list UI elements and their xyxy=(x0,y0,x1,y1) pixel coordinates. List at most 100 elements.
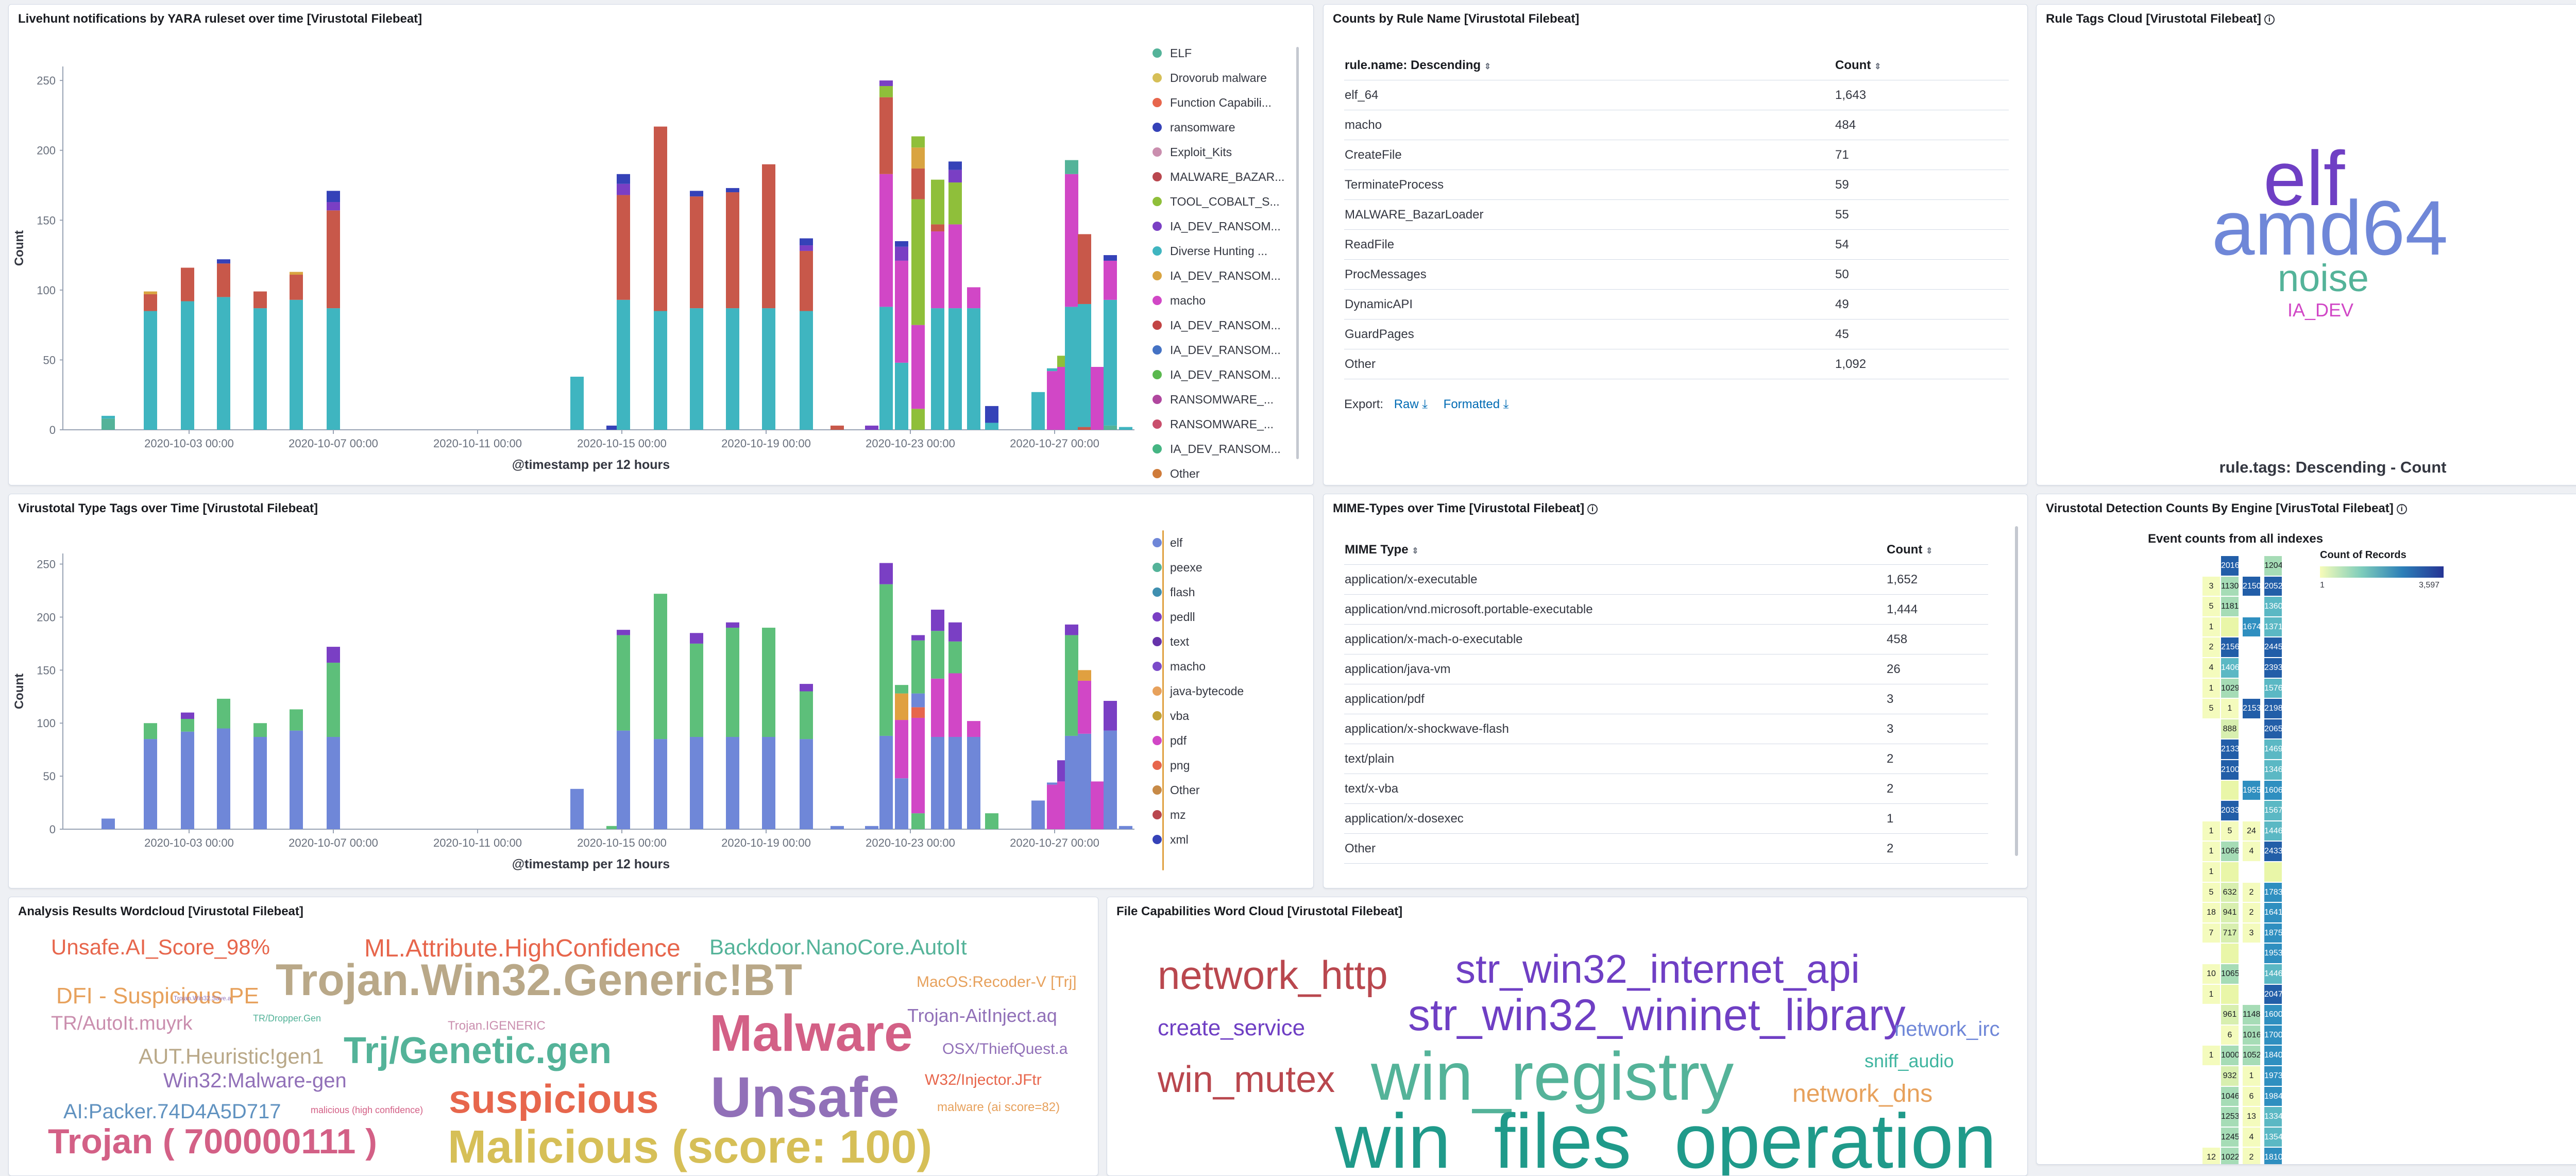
heatmap-cell[interactable]: 5 xyxy=(2221,821,2239,841)
cloud-word[interactable]: network_irc xyxy=(1894,1018,2000,1040)
heatmap-cell[interactable]: 1346 xyxy=(2264,760,2282,780)
bar-segment[interactable] xyxy=(726,308,739,430)
legend-item[interactable]: java-bytecode xyxy=(1153,679,1292,703)
legend-item[interactable]: ransomware xyxy=(1153,115,1292,140)
heatmap-cell[interactable]: 1 xyxy=(2202,1046,2220,1065)
legend-item[interactable]: elf xyxy=(1153,530,1292,555)
bar-segment[interactable] xyxy=(831,425,844,430)
bar-segment[interactable] xyxy=(726,628,739,737)
legend-item[interactable]: IA_DEV_RANSOM... xyxy=(1153,214,1292,239)
heatmap-cell[interactable]: 1700 xyxy=(2264,1025,2282,1045)
heatmap-cell[interactable]: 961 xyxy=(2221,1005,2239,1024)
legend-item[interactable]: text xyxy=(1153,629,1292,654)
heatmap-cell[interactable] xyxy=(2202,1107,2220,1127)
heatmap-cell[interactable] xyxy=(2221,862,2239,882)
heatmap-cell[interactable]: 1360 xyxy=(2264,597,2282,616)
bar-segment[interactable] xyxy=(690,308,703,430)
heatmap-cell[interactable]: 2065 xyxy=(2264,719,2282,739)
heatmap-cell[interactable]: 1022 xyxy=(2221,1148,2239,1164)
bar-segment[interactable] xyxy=(931,231,944,309)
table-row[interactable]: text/x-vba 2 xyxy=(1344,774,1988,804)
cloud-word[interactable]: network_dns xyxy=(1792,1080,1933,1107)
bar-segment[interactable] xyxy=(617,195,630,300)
heatmap-cell[interactable]: 1029 xyxy=(2221,678,2239,698)
legend-item[interactable]: IA_DEV_RANSOM... xyxy=(1153,362,1292,387)
cloud-word[interactable]: Unsafe.AI_Score_98% xyxy=(51,935,270,959)
bar-segment[interactable] xyxy=(290,272,303,275)
bar-segment[interactable] xyxy=(217,698,230,729)
legend-item[interactable]: Other xyxy=(1153,778,1292,802)
heatmap-cell[interactable]: 2100 xyxy=(2221,760,2239,780)
legend-item[interactable]: xml xyxy=(1153,827,1292,852)
legend-item[interactable]: flash xyxy=(1153,580,1292,604)
heatmap-cell[interactable]: 1000 xyxy=(2221,1046,2239,1065)
bar-segment[interactable] xyxy=(985,813,998,829)
legend-item[interactable]: Other xyxy=(1153,461,1292,485)
cloud-word[interactable]: Trojan ( 700000111 ) xyxy=(48,1122,377,1161)
bar-segment[interactable] xyxy=(726,192,739,309)
heatmap-cell[interactable]: 1875 xyxy=(2264,923,2282,943)
bar-segment[interactable] xyxy=(895,362,908,430)
bar-segment[interactable] xyxy=(327,202,340,211)
tag-word-ia-dev[interactable]: IA_DEV xyxy=(2287,299,2354,321)
bar-segment[interactable] xyxy=(948,161,962,170)
bar-segment[interactable] xyxy=(217,259,230,264)
bar-segment[interactable] xyxy=(101,415,115,419)
heatmap-cell[interactable]: 2198 xyxy=(2264,699,2282,718)
heatmap-cell[interactable]: 13 xyxy=(2243,1107,2260,1127)
heatmap-cell[interactable] xyxy=(2243,862,2260,882)
cloud-word[interactable]: MacOS:Recoder-V [Trj] xyxy=(917,973,1077,990)
bar-segment[interactable] xyxy=(1119,826,1132,829)
table-row[interactable]: application/x-dosexec 1 xyxy=(1344,803,1988,834)
heatmap-cell[interactable]: 1606 xyxy=(2264,780,2282,800)
bar-segment[interactable] xyxy=(948,641,962,674)
bar-segment[interactable] xyxy=(253,291,267,309)
export-formatted-link[interactable]: Formatted ⤓ xyxy=(1444,397,1509,411)
bar-segment[interactable] xyxy=(144,291,157,294)
bar-segment[interactable] xyxy=(217,297,230,430)
heatmap-cell[interactable] xyxy=(2221,944,2239,963)
bar-segment[interactable] xyxy=(726,622,739,628)
bar-segment[interactable] xyxy=(879,584,893,736)
bar-segment[interactable] xyxy=(1104,425,1117,430)
heatmap-cell[interactable] xyxy=(2202,1127,2220,1147)
heatmap-cell[interactable]: 1783 xyxy=(2264,882,2282,902)
heatmap-cell[interactable]: 1 xyxy=(2202,862,2220,882)
heatmap-cell[interactable]: 1953 xyxy=(2264,944,2282,963)
bar-segment[interactable] xyxy=(948,170,962,183)
heatmap-cell[interactable]: 1016 xyxy=(2243,1025,2260,1045)
bar-segment[interactable] xyxy=(911,325,925,409)
cloud-word[interactable]: malware (ai score=82) xyxy=(937,1100,1060,1114)
bar-segment[interactable] xyxy=(911,168,925,199)
bar-segment[interactable] xyxy=(948,182,962,225)
bar-segment[interactable] xyxy=(181,719,194,732)
heatmap-cell[interactable]: 7 xyxy=(2202,923,2220,943)
cloud-word[interactable]: TR/Dropper.Gen xyxy=(253,1013,321,1023)
bar-segment[interactable] xyxy=(800,684,813,692)
legend-item[interactable]: mz xyxy=(1153,802,1292,827)
bar-segment[interactable] xyxy=(1078,234,1091,304)
bar-segment[interactable] xyxy=(1065,307,1078,430)
heatmap-cell[interactable]: 932 xyxy=(2221,1066,2239,1086)
bar-segment[interactable] xyxy=(948,736,962,829)
bar-segment[interactable] xyxy=(911,409,925,430)
bar-segment[interactable] xyxy=(290,275,303,300)
bar-segment[interactable] xyxy=(1078,670,1091,681)
bar-segment[interactable] xyxy=(911,136,925,148)
info-icon[interactable]: i xyxy=(2396,503,2407,514)
bar-segment[interactable] xyxy=(1065,735,1078,829)
bar-segment[interactable] xyxy=(931,224,944,231)
heatmap-cell[interactable]: 2 xyxy=(2243,903,2260,922)
heatmap-cell[interactable] xyxy=(2221,780,2239,800)
legend-item[interactable]: RANSOMWARE_... xyxy=(1153,387,1292,412)
heatmap-cell[interactable] xyxy=(2202,944,2220,963)
bar-segment[interactable] xyxy=(879,735,893,829)
heatmap-cell[interactable] xyxy=(2202,760,2220,780)
cloud-word[interactable]: win_registry xyxy=(1371,1038,1734,1114)
bar-segment[interactable] xyxy=(726,188,739,193)
bar-segment[interactable] xyxy=(931,631,944,679)
tag-word-amd64[interactable]: amd64 xyxy=(2212,184,2448,271)
heatmap-cell[interactable]: 1 xyxy=(2202,842,2220,861)
cloud-word[interactable]: Trojan-AitInject.aq xyxy=(907,1005,1057,1026)
bar-segment[interactable] xyxy=(144,294,157,311)
